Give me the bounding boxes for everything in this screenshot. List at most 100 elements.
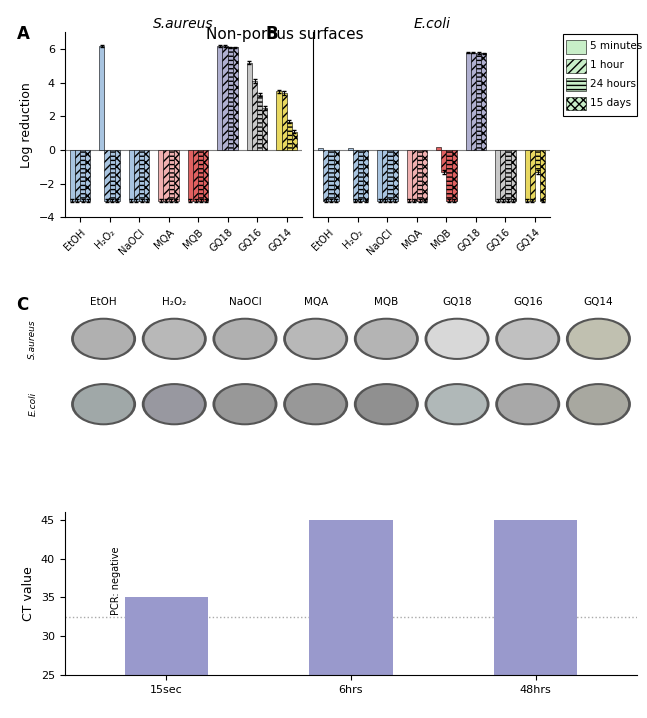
Text: GQ18: GQ18 bbox=[442, 297, 472, 307]
Ellipse shape bbox=[356, 320, 416, 358]
Bar bbox=[85, 150, 91, 200]
Text: 15 days: 15 days bbox=[590, 98, 631, 108]
Bar bbox=[198, 150, 203, 200]
Bar bbox=[393, 150, 398, 200]
Bar bbox=[566, 96, 586, 111]
Ellipse shape bbox=[495, 383, 560, 425]
Bar bbox=[159, 150, 164, 200]
Text: 24 hours: 24 hours bbox=[590, 79, 636, 89]
Ellipse shape bbox=[286, 320, 345, 358]
Text: B: B bbox=[265, 25, 278, 43]
Ellipse shape bbox=[286, 385, 345, 424]
Ellipse shape bbox=[569, 320, 628, 358]
Text: A: A bbox=[17, 25, 30, 43]
Bar bbox=[388, 150, 393, 200]
Bar bbox=[495, 150, 500, 200]
Bar bbox=[75, 150, 80, 200]
Ellipse shape bbox=[566, 383, 631, 425]
Ellipse shape bbox=[498, 385, 558, 424]
Text: GQ16: GQ16 bbox=[513, 297, 543, 307]
Ellipse shape bbox=[144, 385, 204, 424]
Bar bbox=[452, 150, 457, 200]
Ellipse shape bbox=[74, 385, 133, 424]
Bar bbox=[540, 150, 545, 200]
Text: 1 hour: 1 hour bbox=[590, 60, 624, 70]
Bar bbox=[358, 150, 363, 200]
Ellipse shape bbox=[283, 383, 348, 425]
Bar bbox=[334, 150, 339, 200]
Ellipse shape bbox=[283, 317, 348, 360]
Bar bbox=[363, 150, 368, 200]
Text: C: C bbox=[16, 297, 28, 314]
Ellipse shape bbox=[215, 320, 274, 358]
Bar bbox=[276, 91, 281, 150]
Bar bbox=[329, 150, 334, 200]
Ellipse shape bbox=[427, 320, 487, 358]
Bar bbox=[422, 150, 427, 200]
Bar bbox=[505, 150, 510, 200]
Text: NaOCl: NaOCl bbox=[228, 297, 261, 307]
Bar bbox=[139, 150, 144, 200]
Bar bbox=[104, 150, 109, 200]
Text: GQ14: GQ14 bbox=[584, 297, 613, 307]
Bar bbox=[318, 149, 324, 150]
Ellipse shape bbox=[424, 317, 490, 360]
Bar bbox=[129, 150, 134, 200]
Bar bbox=[441, 150, 446, 172]
Ellipse shape bbox=[142, 383, 207, 425]
Bar bbox=[417, 150, 422, 200]
Bar bbox=[70, 150, 75, 200]
Text: EtOH: EtOH bbox=[91, 297, 117, 307]
Bar bbox=[471, 52, 476, 150]
Ellipse shape bbox=[212, 317, 278, 360]
Bar bbox=[466, 52, 471, 150]
Bar bbox=[446, 150, 452, 200]
Ellipse shape bbox=[354, 383, 419, 425]
Bar bbox=[566, 78, 586, 91]
Bar bbox=[134, 150, 139, 200]
Text: Non-porous surfaces: Non-porous surfaces bbox=[206, 27, 364, 42]
Bar bbox=[353, 150, 358, 200]
Bar bbox=[223, 46, 228, 150]
Title: E.coli: E.coli bbox=[413, 17, 450, 31]
Bar bbox=[347, 148, 353, 150]
Bar bbox=[476, 53, 481, 150]
Ellipse shape bbox=[498, 320, 558, 358]
Ellipse shape bbox=[354, 317, 419, 360]
Ellipse shape bbox=[144, 320, 204, 358]
Bar bbox=[281, 93, 287, 150]
Bar bbox=[193, 150, 198, 200]
Bar bbox=[217, 46, 223, 150]
Bar bbox=[262, 108, 267, 150]
Bar bbox=[566, 59, 586, 73]
Bar bbox=[287, 121, 292, 150]
Y-axis label: CT value: CT value bbox=[22, 566, 36, 621]
Ellipse shape bbox=[212, 383, 278, 425]
Bar bbox=[174, 150, 179, 200]
Bar bbox=[125, 597, 208, 718]
Bar bbox=[257, 95, 262, 150]
Bar bbox=[99, 46, 104, 150]
Bar bbox=[411, 150, 417, 200]
Bar bbox=[525, 150, 530, 200]
Text: MQB: MQB bbox=[374, 297, 399, 307]
Ellipse shape bbox=[71, 383, 136, 425]
Bar bbox=[247, 62, 252, 150]
Text: 5 minutes: 5 minutes bbox=[590, 41, 642, 51]
Bar bbox=[309, 520, 393, 718]
Title: S.aureus: S.aureus bbox=[153, 17, 214, 31]
Bar bbox=[406, 150, 411, 200]
Bar bbox=[530, 150, 535, 200]
Bar bbox=[115, 150, 120, 200]
Text: S.aureus: S.aureus bbox=[28, 319, 38, 358]
Bar bbox=[377, 150, 382, 200]
Ellipse shape bbox=[566, 317, 631, 360]
Ellipse shape bbox=[142, 317, 207, 360]
Bar bbox=[109, 150, 115, 200]
Bar bbox=[324, 150, 329, 200]
Bar bbox=[494, 520, 577, 718]
Ellipse shape bbox=[569, 385, 628, 424]
Ellipse shape bbox=[356, 385, 416, 424]
Bar bbox=[203, 150, 208, 200]
Bar bbox=[481, 53, 487, 150]
